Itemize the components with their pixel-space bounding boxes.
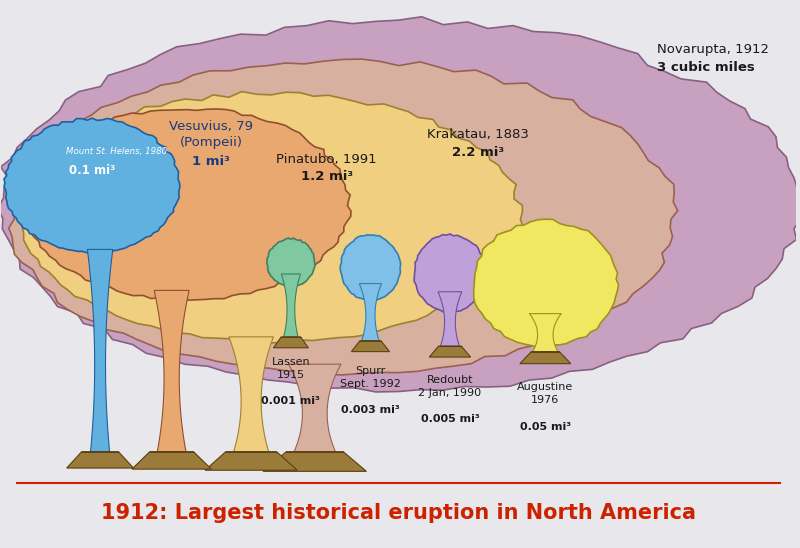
Polygon shape <box>340 235 401 301</box>
Polygon shape <box>66 452 134 468</box>
Polygon shape <box>359 283 382 341</box>
Text: Redoubt
2 Jan, 1990: Redoubt 2 Jan, 1990 <box>418 375 482 398</box>
Text: 0.05 mi³: 0.05 mi³ <box>520 421 571 432</box>
Text: 3 cubic miles: 3 cubic miles <box>657 61 754 74</box>
Polygon shape <box>351 341 390 352</box>
Polygon shape <box>229 337 274 452</box>
Polygon shape <box>0 17 800 392</box>
Text: 2.2 mi³: 2.2 mi³ <box>452 146 504 158</box>
Polygon shape <box>4 118 180 253</box>
Text: (Pompeii): (Pompeii) <box>180 136 243 149</box>
Polygon shape <box>289 364 341 452</box>
Polygon shape <box>282 274 301 337</box>
Text: 1912: Largest historical eruption in North America: 1912: Largest historical eruption in Nor… <box>101 504 696 523</box>
Text: 0.003 mi³: 0.003 mi³ <box>341 405 400 415</box>
Polygon shape <box>530 313 562 352</box>
Text: 0.1 mi³: 0.1 mi³ <box>69 164 115 176</box>
Text: Lassen
1915: Lassen 1915 <box>271 357 310 380</box>
Text: Vesuvius, 79: Vesuvius, 79 <box>170 120 254 133</box>
Polygon shape <box>414 234 486 312</box>
Polygon shape <box>18 92 523 343</box>
Polygon shape <box>266 238 315 287</box>
Text: 0.005 mi³: 0.005 mi³ <box>421 414 479 425</box>
Polygon shape <box>438 292 462 346</box>
Polygon shape <box>430 346 470 357</box>
Text: 1.2 mi³: 1.2 mi³ <box>301 170 353 183</box>
Polygon shape <box>154 290 189 452</box>
Text: Novarupta, 1912: Novarupta, 1912 <box>657 43 769 56</box>
Polygon shape <box>520 352 570 364</box>
Text: Augustine
1976: Augustine 1976 <box>518 382 574 405</box>
Text: Spurr
Sept. 1992: Spurr Sept. 1992 <box>340 366 401 389</box>
Polygon shape <box>274 337 309 348</box>
Polygon shape <box>132 452 211 469</box>
Text: 0.001 mi³: 0.001 mi³ <box>262 396 320 407</box>
Polygon shape <box>205 452 298 470</box>
Text: Pinatubo, 1991: Pinatubo, 1991 <box>276 153 377 165</box>
Polygon shape <box>87 249 113 452</box>
Polygon shape <box>474 219 618 347</box>
Polygon shape <box>25 109 351 300</box>
Text: Mount St. Helens, 1980: Mount St. Helens, 1980 <box>66 146 167 156</box>
Polygon shape <box>263 452 366 471</box>
Text: 1 mi³: 1 mi³ <box>193 156 230 168</box>
Text: Krakatau, 1883: Krakatau, 1883 <box>427 128 529 141</box>
Polygon shape <box>9 59 678 375</box>
